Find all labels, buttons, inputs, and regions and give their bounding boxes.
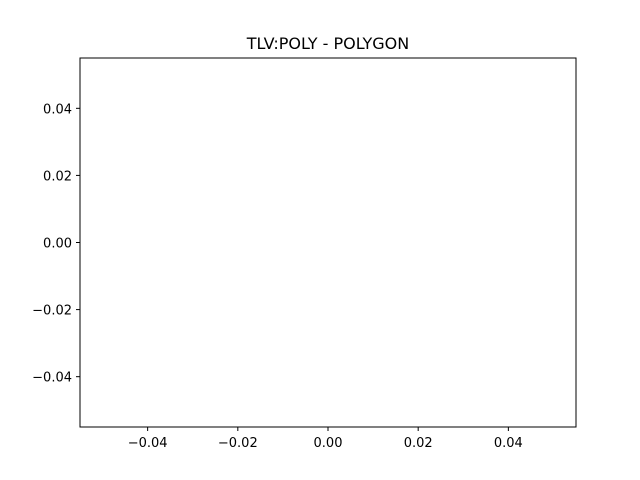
x-tick-label: −0.02 [218, 436, 258, 451]
y-tick-label: −0.02 [32, 304, 72, 319]
x-axis: −0.04 −0.02 0.00 0.02 0.04 [128, 427, 523, 451]
chart-title: TLV:POLY - POLYGON [246, 34, 409, 53]
y-tick-label: 0.04 [43, 102, 72, 117]
y-axis: −0.04 −0.02 0.00 0.02 0.04 [32, 102, 80, 386]
x-tick-label: −0.04 [128, 436, 168, 451]
x-tick-label: 0.00 [314, 436, 343, 451]
y-tick-label: 0.02 [43, 169, 72, 184]
y-tick-label: −0.04 [32, 371, 72, 386]
x-tick-label: 0.04 [494, 436, 523, 451]
axes-frame [79, 57, 577, 428]
y-tick-label: 0.00 [43, 237, 72, 252]
x-tick-label: 0.02 [404, 436, 433, 451]
